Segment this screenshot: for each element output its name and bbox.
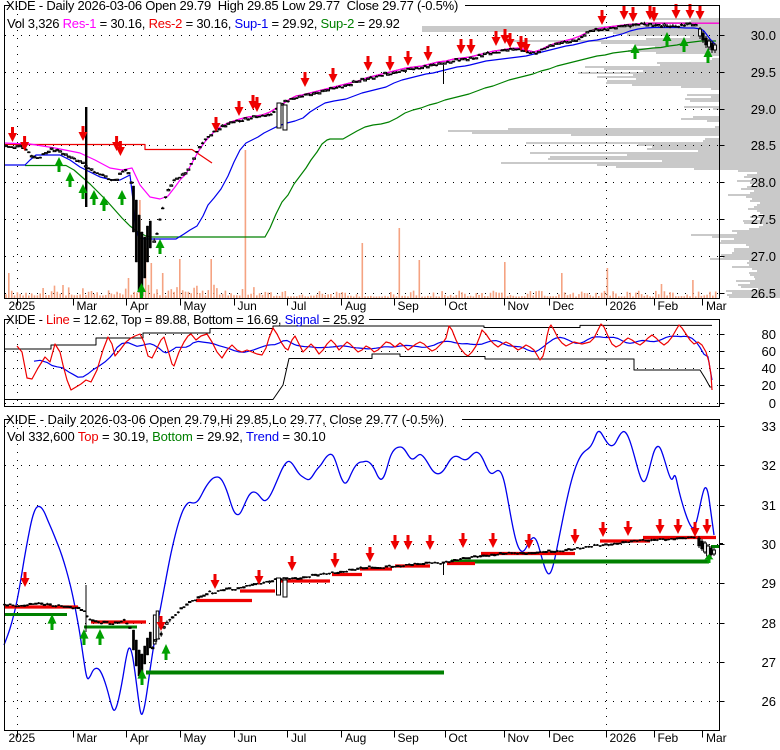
svg-text:28: 28 xyxy=(762,616,776,631)
svg-text:Mar: Mar xyxy=(77,731,98,745)
svg-text:32: 32 xyxy=(762,458,776,473)
svg-text:60: 60 xyxy=(762,344,776,359)
svg-text:2026: 2026 xyxy=(610,731,637,745)
svg-text:Jun: Jun xyxy=(238,731,257,745)
svg-text:28.5: 28.5 xyxy=(751,138,776,153)
svg-text:Mar: Mar xyxy=(706,299,727,313)
svg-text:Vol 3,326 Res-1 = 30.16, Res-2: Vol 3,326 Res-1 = 30.16, Res-2 = 30.16, … xyxy=(7,16,400,31)
svg-text:27.0: 27.0 xyxy=(751,249,776,264)
svg-text:2025: 2025 xyxy=(9,299,36,313)
svg-text:Apr: Apr xyxy=(130,731,149,745)
svg-text:Dec: Dec xyxy=(553,731,574,745)
svg-text:0: 0 xyxy=(769,396,776,411)
svg-text:XIDE - Daily 2026-03-06 Open 2: XIDE - Daily 2026-03-06 Open 29.79 High … xyxy=(6,0,458,13)
svg-text:Feb: Feb xyxy=(658,299,679,313)
svg-text:XIDE - Daily 2026-03-06 Open 2: XIDE - Daily 2026-03-06 Open 29.79,Hi 29… xyxy=(6,412,444,427)
svg-text:Jun: Jun xyxy=(238,299,257,313)
svg-text:31: 31 xyxy=(762,498,776,513)
svg-text:Oct: Oct xyxy=(449,299,468,313)
svg-text:Sep: Sep xyxy=(398,299,420,313)
svg-text:Oct: Oct xyxy=(449,731,468,745)
svg-text:Jul: Jul xyxy=(291,731,306,745)
svg-text:20: 20 xyxy=(762,378,776,393)
svg-text:May: May xyxy=(184,731,207,745)
svg-text:Dec: Dec xyxy=(553,299,574,313)
svg-text:29.0: 29.0 xyxy=(751,102,776,117)
svg-text:May: May xyxy=(184,299,207,313)
svg-text:30.0: 30.0 xyxy=(751,28,776,43)
svg-text:2026: 2026 xyxy=(610,299,637,313)
svg-text:26: 26 xyxy=(762,694,776,709)
svg-text:Jul: Jul xyxy=(291,299,306,313)
svg-text:27.5: 27.5 xyxy=(751,212,776,227)
svg-text:2025: 2025 xyxy=(9,731,36,745)
svg-text:Vol 332,600 Top = 30.19, Botto: Vol 332,600 Top = 30.19, Bottom = 29.92,… xyxy=(7,429,326,444)
svg-text:30: 30 xyxy=(762,537,776,552)
svg-text:27: 27 xyxy=(762,655,776,670)
svg-text:29: 29 xyxy=(762,576,776,591)
svg-text:Mar: Mar xyxy=(706,731,727,745)
svg-text:29.5: 29.5 xyxy=(751,65,776,80)
svg-text:Aug: Aug xyxy=(345,731,366,745)
svg-text:40: 40 xyxy=(762,361,776,376)
svg-text:XIDE - Line = 12.62, Top = 89.: XIDE - Line = 12.62, Top = 89.88, Bottom… xyxy=(6,312,364,327)
svg-text:Nov: Nov xyxy=(508,731,529,745)
svg-text:28.0: 28.0 xyxy=(751,175,776,190)
svg-text:80: 80 xyxy=(762,327,776,342)
svg-text:26.5: 26.5 xyxy=(751,286,776,301)
svg-text:Aug: Aug xyxy=(345,299,366,313)
svg-text:Nov: Nov xyxy=(508,299,529,313)
svg-text:Mar: Mar xyxy=(77,299,98,313)
svg-text:Sep: Sep xyxy=(398,731,420,745)
svg-text:33: 33 xyxy=(762,419,776,434)
svg-text:Apr: Apr xyxy=(130,299,149,313)
svg-text:Feb: Feb xyxy=(658,731,679,745)
